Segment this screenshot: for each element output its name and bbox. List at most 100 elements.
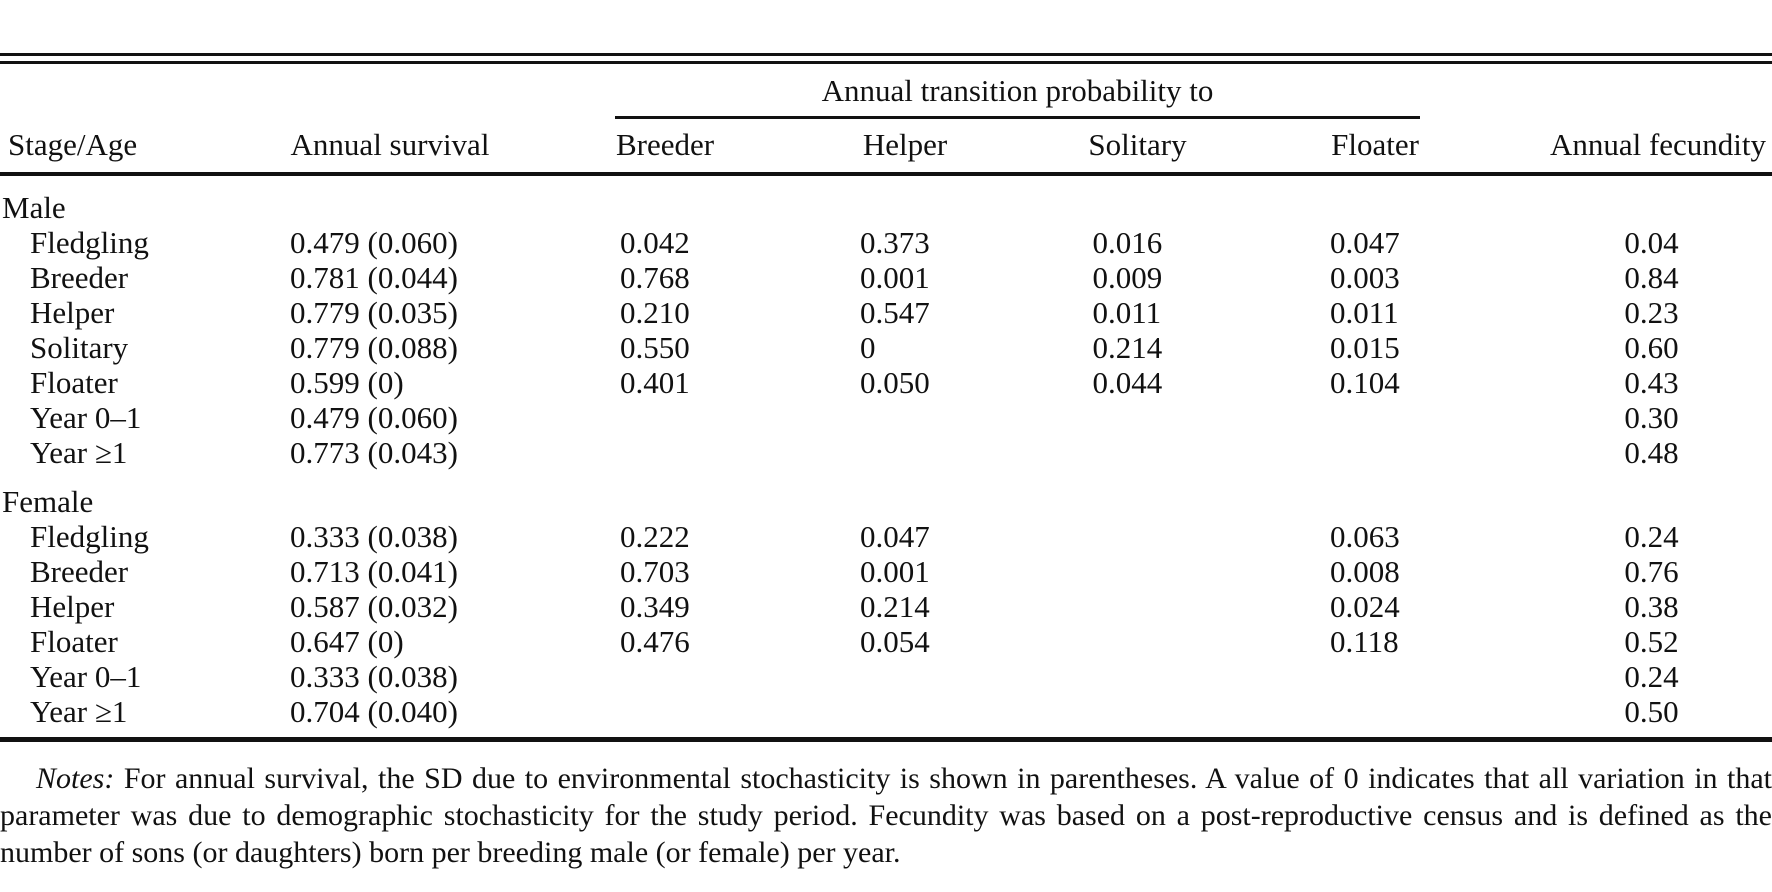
transition-floater-cell: [1255, 400, 1495, 435]
survival-value: 0.713 (0.041): [290, 554, 458, 589]
survival-value: 0.599 (0): [290, 365, 404, 400]
transition-floater-value: 0.008: [1330, 554, 1400, 589]
column-header-stage: Stage/Age: [0, 119, 240, 176]
fecundity-cell: 0.38: [1495, 589, 1772, 624]
stage-cell: Helper: [30, 295, 115, 330]
transition-solitary-cell: 0.009: [1020, 260, 1255, 295]
fecundity-value: 0.24: [1624, 519, 1679, 554]
transition-breeder-cell: [540, 400, 790, 435]
notes-text: For annual survival, the SD due to envir…: [0, 762, 1772, 869]
survival-cell: 0.781 (0.044): [240, 260, 540, 295]
transition-floater-value: 0.118: [1330, 624, 1399, 659]
column-header-fecundity: Annual fecundity: [1495, 119, 1772, 176]
fecundity-value: 0.30: [1624, 400, 1679, 435]
transition-helper-value: 0.047: [860, 519, 930, 554]
survival-value: 0.333 (0.038): [290, 659, 458, 694]
fecundity-cell: 0.60: [1495, 330, 1772, 365]
table-row: Solitary 0.779 (0.088) 0.550 0 0.214 0.0…: [0, 330, 1772, 365]
fecundity-value: 0.48: [1624, 435, 1679, 470]
spanner-row: Annual transition probability to: [0, 64, 1772, 119]
stage-cell: Solitary: [30, 330, 129, 365]
survival-value: 0.479 (0.060): [290, 225, 458, 260]
transition-floater-value: 0.011: [1330, 295, 1399, 330]
transition-helper-cell: [790, 435, 1020, 470]
survival-cell: 0.773 (0.043): [240, 435, 540, 470]
fecundity-cell: 0.43: [1495, 365, 1772, 400]
transition-breeder-value: 0.768: [620, 260, 690, 295]
transition-floater-cell: 0.118: [1255, 624, 1495, 659]
survival-value: 0.333 (0.038): [290, 519, 458, 554]
stage-cell: Year 0–1: [30, 659, 142, 694]
transition-breeder-value: 0.550: [620, 330, 690, 365]
survival-value: 0.773 (0.043): [290, 435, 458, 470]
survival-cell: 0.587 (0.032): [240, 589, 540, 624]
fecundity-value: 0.24: [1624, 659, 1679, 694]
transition-breeder-cell: 0.703: [540, 554, 790, 589]
transition-helper-cell: [790, 400, 1020, 435]
table-row: Floater 0.647 (0) 0.476 0.054 0.118 0.52: [0, 624, 1772, 659]
fecundity-cell: 0.48: [1495, 435, 1772, 470]
transition-solitary-cell: 0.214: [1020, 330, 1255, 365]
spanner-spacer-right: [1495, 64, 1772, 119]
stage-cell: Breeder: [30, 554, 129, 589]
survival-cell: 0.479 (0.060): [240, 225, 540, 260]
transition-solitary-cell: [1020, 624, 1255, 659]
transition-floater-cell: 0.015: [1255, 330, 1495, 365]
table-row: Year 0–1 0.333 (0.038) 0.24: [0, 659, 1772, 694]
transition-breeder-cell: 0.401: [540, 365, 790, 400]
table-row: Fledgling 0.333 (0.038) 0.222 0.047 0.06…: [0, 519, 1772, 554]
transition-helper-value: 0.054: [860, 624, 930, 659]
column-header-helper: Helper: [790, 119, 1020, 176]
column-header-breeder: Breeder: [540, 119, 790, 176]
column-header-solitary: Solitary: [1020, 119, 1255, 176]
fecundity-value: 0.84: [1624, 260, 1679, 295]
table-row: Helper 0.587 (0.032) 0.349 0.214 0.024 0…: [0, 589, 1772, 624]
stage-cell: Breeder: [30, 260, 129, 295]
transition-helper-cell: 0.001: [790, 260, 1020, 295]
table-row: Fledgling 0.479 (0.060) 0.042 0.373 0.01…: [0, 225, 1772, 260]
transition-floater-value: 0.063: [1330, 519, 1400, 554]
survival-cell: 0.599 (0): [240, 365, 540, 400]
transition-floater-cell: [1255, 659, 1495, 694]
fecundity-value: 0.43: [1624, 365, 1679, 400]
table-notes: Notes: For annual survival, the SD due t…: [0, 760, 1772, 871]
transition-breeder-cell: 0.222: [540, 519, 790, 554]
stage-cell: Floater: [30, 624, 118, 659]
section-label: Male: [2, 190, 66, 225]
transition-helper-cell: 0.001: [790, 554, 1020, 589]
transition-solitary-cell: 0.016: [1020, 225, 1255, 260]
transition-breeder-value: 0.476: [620, 624, 690, 659]
transition-floater-cell: 0.024: [1255, 589, 1495, 624]
table-row: Helper 0.779 (0.035) 0.210 0.547 0.011 0…: [0, 295, 1772, 330]
transition-solitary-value: 0.044: [1092, 365, 1163, 400]
transition-solitary-cell: [1020, 694, 1255, 740]
transition-floater-value: 0.104: [1330, 365, 1400, 400]
survival-value: 0.781 (0.044): [290, 260, 458, 295]
table-top-rule: [0, 53, 1772, 64]
transition-helper-cell: 0.373: [790, 225, 1020, 260]
survival-cell: 0.333 (0.038): [240, 659, 540, 694]
transition-floater-cell: [1255, 435, 1495, 470]
stage-cell: Floater: [30, 365, 118, 400]
transition-helper-cell: 0.547: [790, 295, 1020, 330]
transition-helper-cell: [790, 694, 1020, 740]
transition-solitary-cell: [1020, 554, 1255, 589]
stage-cell: Fledgling: [30, 519, 149, 554]
table-body: Male Fledgling 0.479 (0.060) 0.042 0.373…: [0, 174, 1772, 740]
survival-cell: 0.704 (0.040): [240, 694, 540, 740]
spanner-spacer-left: [0, 64, 540, 119]
survival-value: 0.704 (0.040): [290, 694, 458, 729]
fecundity-value: 0.76: [1624, 554, 1679, 589]
transition-breeder-value: 0.703: [620, 554, 690, 589]
fecundity-cell: 0.30: [1495, 400, 1772, 435]
transition-solitary-cell: [1020, 589, 1255, 624]
spanner-label: Annual transition probability to: [615, 64, 1421, 119]
transition-breeder-value: 0.349: [620, 589, 690, 624]
fecundity-value: 0.23: [1624, 295, 1679, 330]
demography-table: Annual transition probability to Stage/A…: [0, 64, 1772, 742]
transition-solitary-cell: 0.011: [1020, 295, 1255, 330]
column-header-floater: Floater: [1255, 119, 1496, 176]
transition-helper-value: 0: [860, 330, 876, 365]
transition-helper-value: 0.050: [860, 365, 930, 400]
